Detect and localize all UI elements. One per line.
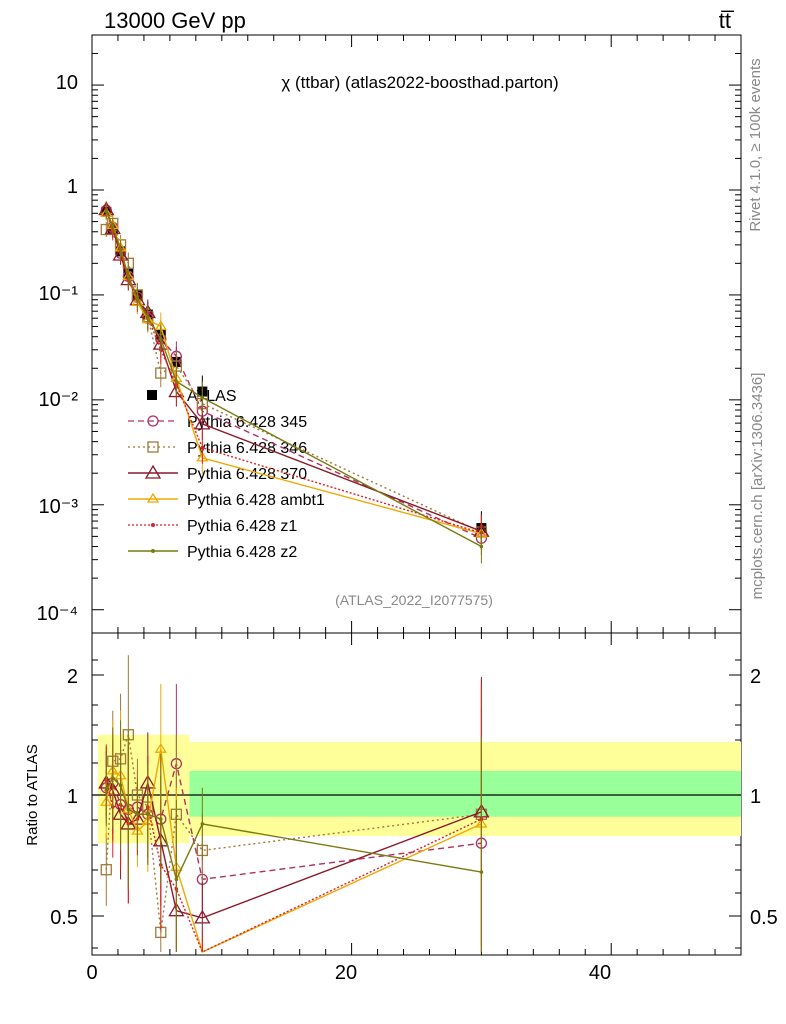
chart-title: χ (ttbar) (atlas2022-boosthad.parton) <box>281 73 558 92</box>
ratio-tick-label-right: 0.5 <box>750 907 778 929</box>
ratio-axis-label: Ratio to ATLAS <box>24 744 41 845</box>
y-tick-label: 10 <box>56 72 78 94</box>
legend-marker <box>144 464 162 479</box>
ratio-point-5 <box>158 817 163 821</box>
x-tick-label: 0 <box>86 962 97 984</box>
header-right: tt̅ <box>719 8 735 33</box>
series-line-1 <box>105 210 482 539</box>
y-tick-label: 10⁻¹ <box>39 283 79 305</box>
ratio-point-5 <box>110 776 115 780</box>
legend-label: Pythia 6.428 ambt1 <box>187 492 325 509</box>
ratio-point-5 <box>126 807 131 812</box>
ratio-tick-label: 0.5 <box>50 907 78 929</box>
legend-marker <box>151 549 155 553</box>
data-point-2 <box>155 367 167 379</box>
ratio-point-5 <box>146 812 150 817</box>
data-point-6 <box>200 395 205 400</box>
ratio-point-5 <box>135 812 140 817</box>
series-line-3 <box>105 209 482 532</box>
legend: ATLAS Pythia 6.428 345 Pythia 6.428 346 … <box>128 388 325 561</box>
data-point-3 <box>194 415 211 430</box>
series-line-6 <box>105 210 482 548</box>
x-tick-label: 20 <box>335 962 357 984</box>
legend-label: Pythia 6.428 z2 <box>187 544 297 561</box>
data-point-2 <box>100 223 112 236</box>
ratio-point-5 <box>479 870 484 874</box>
data-point-6 <box>104 209 109 213</box>
ratio-point-3 <box>154 742 167 753</box>
x-tick-label: 40 <box>589 962 611 984</box>
rivet-version-label: Rivet 4.1.0, ≥ 100k events <box>747 58 764 231</box>
header-left: 13000 GeV pp <box>104 8 246 33</box>
ratio-tick-label-right: 2 <box>750 666 761 688</box>
ratio-point-5 <box>118 783 123 788</box>
data-point-6 <box>146 316 150 321</box>
legend-marker-atlas <box>147 390 157 400</box>
ratio-tick-label: 2 <box>67 666 78 688</box>
series-line-5 <box>105 208 482 534</box>
data-point-6 <box>110 224 115 229</box>
main-series-group <box>98 201 490 564</box>
y-tick-label: 10⁻² <box>39 389 79 411</box>
mcplots-source-label: mcplots.cern.ch [arXiv:1306.3436] <box>749 373 766 600</box>
legend-marker <box>147 415 159 427</box>
data-point-5 <box>200 445 205 450</box>
data-point-6 <box>479 544 484 549</box>
ratio-tick-label: 1 <box>67 786 78 808</box>
y-tick-label: 10⁻³ <box>39 496 79 518</box>
analysis-watermark: (ATLAS_2022_I2077575) <box>335 592 493 608</box>
ratio-line-2 <box>105 782 482 919</box>
data-point-6 <box>158 337 163 341</box>
y-tick-label: 10⁻⁴ <box>37 603 78 625</box>
legend-marker <box>146 492 160 503</box>
ratio-point-2 <box>194 909 211 924</box>
ratio-line-5 <box>105 777 482 882</box>
ratio-band-inner <box>189 770 742 817</box>
ratio-line-4 <box>105 780 482 953</box>
data-point-6 <box>135 296 140 301</box>
ratio-point-5 <box>200 822 205 826</box>
series-line-4 <box>105 212 482 535</box>
legend-label: Pythia 6.428 z1 <box>187 518 297 535</box>
ratio-series-group <box>92 655 742 953</box>
ratio-tick-label-right: 1 <box>750 786 761 808</box>
ratio-point-1 <box>100 864 112 876</box>
ratio-line-0 <box>105 763 482 881</box>
legend-marker <box>147 441 159 453</box>
data-point-6 <box>118 247 123 252</box>
y-tick-label: 1 <box>67 176 78 198</box>
ratio-point-5 <box>104 788 109 792</box>
legend-marker <box>151 523 155 527</box>
data-point-6 <box>126 274 131 279</box>
ratio-point-5 <box>174 877 179 882</box>
data-point-6 <box>174 379 179 384</box>
